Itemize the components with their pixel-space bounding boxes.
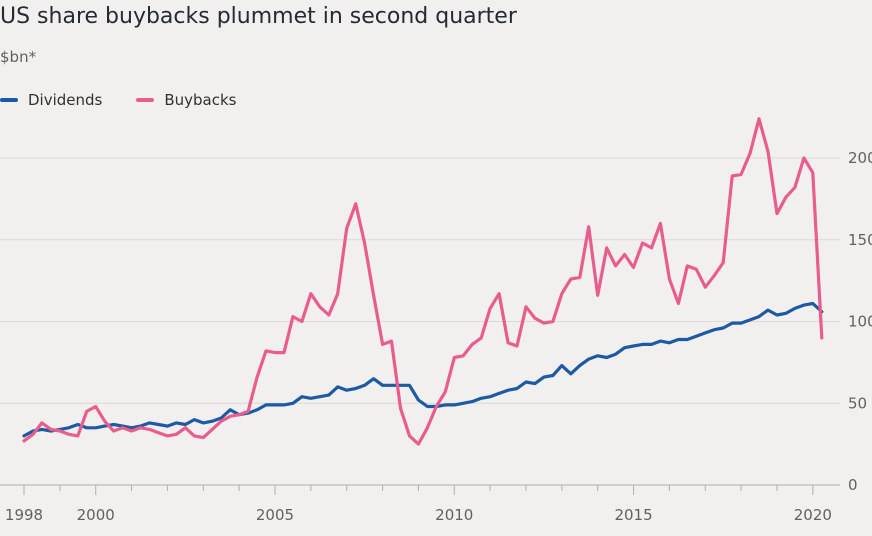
y-tick-label: 200 xyxy=(848,149,872,167)
y-tick-label: 150 xyxy=(848,231,872,249)
x-tick-label: 1998 xyxy=(5,506,43,524)
legend-swatch-dividends xyxy=(0,98,18,102)
chart-title: US share buybacks plummet in second quar… xyxy=(0,4,517,29)
x-tick-label: 2015 xyxy=(614,506,652,524)
y-tick-label: 50 xyxy=(848,394,867,412)
chart-subtitle: $bn* xyxy=(0,48,37,66)
legend-swatch-buybacks xyxy=(136,98,155,102)
legend-label-buybacks: Buybacks xyxy=(164,91,237,109)
y-tick-label: 0 xyxy=(848,476,858,494)
legend-item-dividends: Dividends xyxy=(0,91,102,109)
gridlines xyxy=(0,157,840,486)
legend: Dividends Buybacks xyxy=(0,91,271,109)
legend-item-buybacks: Buybacks xyxy=(136,91,237,109)
y-tick-label: 100 xyxy=(848,313,872,331)
x-tick-label: 2005 xyxy=(256,506,294,524)
y-axis-ticks: 0 50 100 150 200 xyxy=(848,149,872,494)
series-line-dividends xyxy=(22,301,824,438)
x-axis: 1998 2000 2005 2010 2015 2020 xyxy=(5,485,832,524)
legend-label-dividends: Dividends xyxy=(28,91,103,109)
series-lines xyxy=(22,117,824,446)
x-tick-label: 2000 xyxy=(77,506,115,524)
x-tick-label: 2020 xyxy=(794,506,832,524)
series-line-buybacks xyxy=(22,117,824,446)
x-tick-label: 2010 xyxy=(435,506,473,524)
